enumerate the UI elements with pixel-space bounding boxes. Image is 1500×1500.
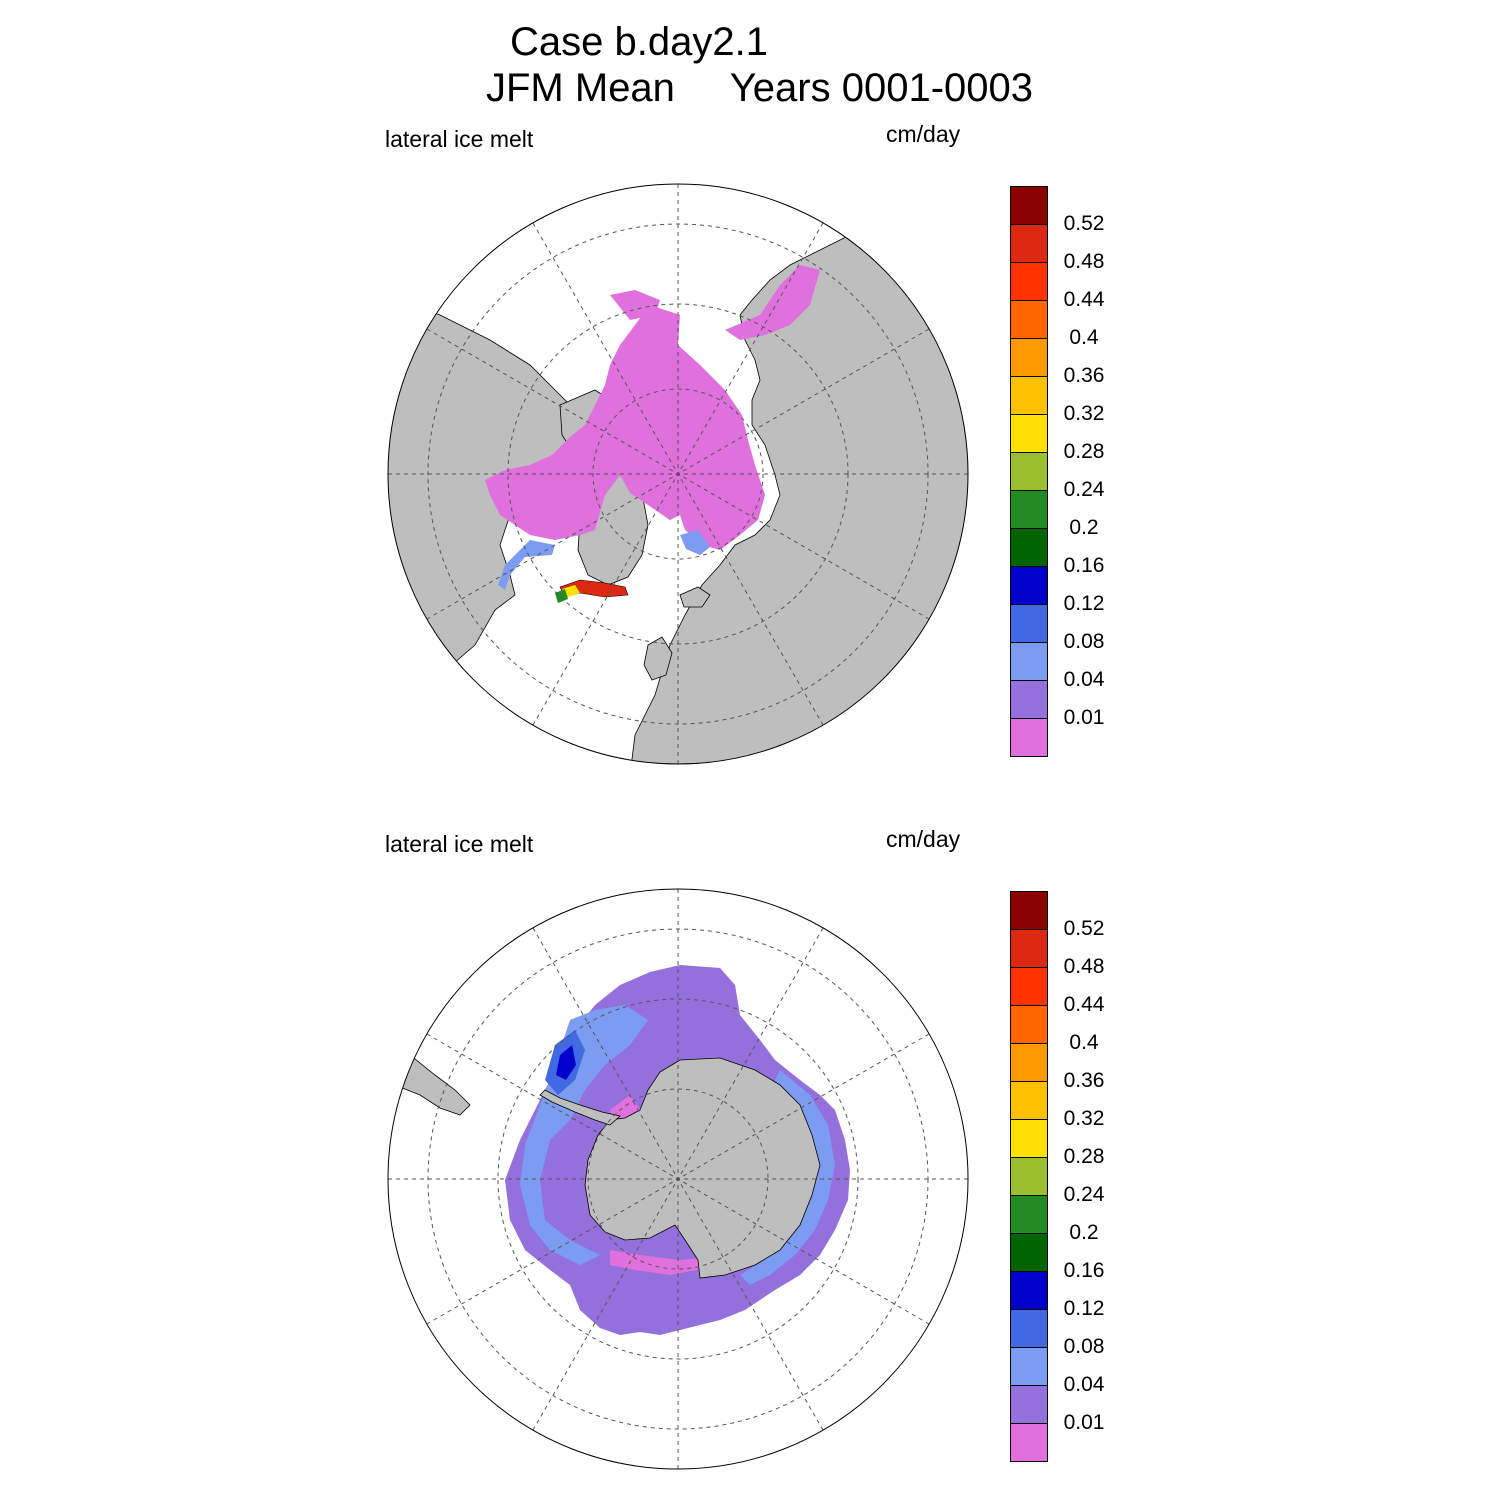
south-colorbar-swatch: [1011, 892, 1047, 929]
south-colorbar-label: 0.28: [1063, 1145, 1105, 1168]
labrador-melt-edge: [498, 540, 555, 590]
east-greenland-green-melt: [555, 589, 568, 603]
south-colorbar-label: 0.32: [1063, 1107, 1105, 1130]
british-isles-land: [643, 636, 673, 681]
north-colorbar-swatch: [1011, 187, 1047, 224]
north-colorbar: [1010, 186, 1048, 757]
antarctic-map-border: [387, 888, 969, 1470]
south-colorbar-swatch: [1011, 929, 1047, 967]
north-colorbar-swatch: [1011, 376, 1047, 414]
north-colorbar-label: 0.48: [1063, 250, 1105, 273]
south-colorbar-swatch: [1011, 967, 1047, 1005]
north-colorbar-swatch: [1011, 718, 1047, 756]
south-colorbar-swatch: [1011, 1081, 1047, 1119]
north-colorbar-label: 0.52: [1063, 212, 1105, 235]
south-colorbar-label: 0.16: [1063, 1259, 1105, 1282]
south-colorbar-swatch: [1011, 1157, 1047, 1195]
figure-title-line2: JFM Mean Years 0001-0003: [486, 66, 1033, 110]
north-colorbar-label: 0.16: [1063, 554, 1105, 577]
south-colorbar-label: 0.12: [1063, 1297, 1105, 1320]
north-colorbar-swatch: [1011, 338, 1047, 376]
figure-title-line1: Case b.day2.1: [510, 20, 768, 64]
north-colorbar-label: 0.4: [1069, 326, 1099, 349]
antarctic-peninsula-land: [539, 1089, 621, 1126]
north-units-label: cm/day: [886, 121, 961, 147]
arctic-map-border: [387, 183, 969, 765]
southern-ocean-melt-inner: [520, 1005, 648, 1265]
north-colorbar-swatch: [1011, 414, 1047, 452]
north-colorbar-swatch: [1011, 528, 1047, 566]
south-colorbar-label: 0.01: [1063, 1411, 1105, 1434]
north-colorbar-label: 0.32: [1063, 402, 1105, 425]
south-colorbar-swatch: [1011, 1195, 1047, 1233]
south-colorbar-label: 0.24: [1063, 1183, 1105, 1206]
north-colorbar-swatch: [1011, 604, 1047, 642]
eurasia-land: [629, 214, 968, 764]
north-colorbar-swatch: [1011, 224, 1047, 262]
north-colorbar-label: 0.28: [1063, 440, 1105, 463]
north-colorbar-label: 0.12: [1063, 592, 1105, 615]
south-colorbar-label: 0.08: [1063, 1335, 1105, 1358]
south-variable-label: lateral ice melt: [385, 831, 534, 857]
south-colorbar-swatch: [1011, 1423, 1047, 1461]
south-colorbar-swatch: [1011, 1119, 1047, 1157]
north-colorbar-label: 0.36: [1063, 364, 1105, 387]
south-units-label: cm/day: [886, 826, 961, 852]
antarctic-graticule: [388, 889, 968, 1469]
south-colorbar: [1010, 891, 1048, 1462]
baffin-melt-field: [610, 290, 660, 320]
south-colorbar-label: 0.52: [1063, 917, 1105, 940]
weddell-peak-melt: [556, 1045, 576, 1080]
bering-melt-field: [725, 265, 820, 340]
north-variable-label: lateral ice melt: [385, 126, 534, 152]
south-colorbar-swatch: [1011, 1309, 1047, 1347]
north-colorbar-swatch: [1011, 566, 1047, 604]
south-colorbar-label: 0.2: [1069, 1221, 1099, 1244]
south-colorbar-swatch: [1011, 1347, 1047, 1385]
south-colorbar-swatch: [1011, 1385, 1047, 1423]
north-colorbar-swatch: [1011, 262, 1047, 300]
north-colorbar-swatch: [1011, 300, 1047, 338]
north-colorbar-swatch: [1011, 490, 1047, 528]
north-colorbar-label: 0.2: [1069, 516, 1099, 539]
south-colorbar-label: 0.36: [1063, 1069, 1105, 1092]
south-colorbar-swatch: [1011, 1043, 1047, 1081]
south-colorbar-label: 0.04: [1063, 1373, 1105, 1396]
north-colorbar-label: 0.44: [1063, 288, 1105, 311]
north-colorbar-swatch: [1011, 680, 1047, 718]
north-colorbar-label: 0.08: [1063, 630, 1105, 653]
south-colorbar-label: 0.48: [1063, 955, 1105, 978]
south-colorbar-label: 0.4: [1069, 1031, 1099, 1054]
east-antarctic-melt-inner: [740, 1070, 835, 1285]
south-colorbar-swatch: [1011, 1271, 1047, 1309]
north-colorbar-swatch: [1011, 452, 1047, 490]
south-colorbar-swatch: [1011, 1233, 1047, 1271]
north-colorbar-swatch: [1011, 642, 1047, 680]
barents-melt-edge: [680, 530, 710, 555]
south-colorbar-label: 0.44: [1063, 993, 1105, 1016]
north-colorbar-label: 0.24: [1063, 478, 1105, 501]
arctic-polar-map: [387, 183, 969, 765]
antarctic-polar-map: [387, 888, 969, 1470]
iceland-land: [679, 586, 711, 608]
arctic-graticule: [388, 184, 968, 764]
arctic-melt-field-lowest: [485, 305, 765, 550]
north-colorbar-label: 0.04: [1063, 668, 1105, 691]
north-colorbar-label: 0.01: [1063, 706, 1105, 729]
south-colorbar-swatch: [1011, 1005, 1047, 1043]
